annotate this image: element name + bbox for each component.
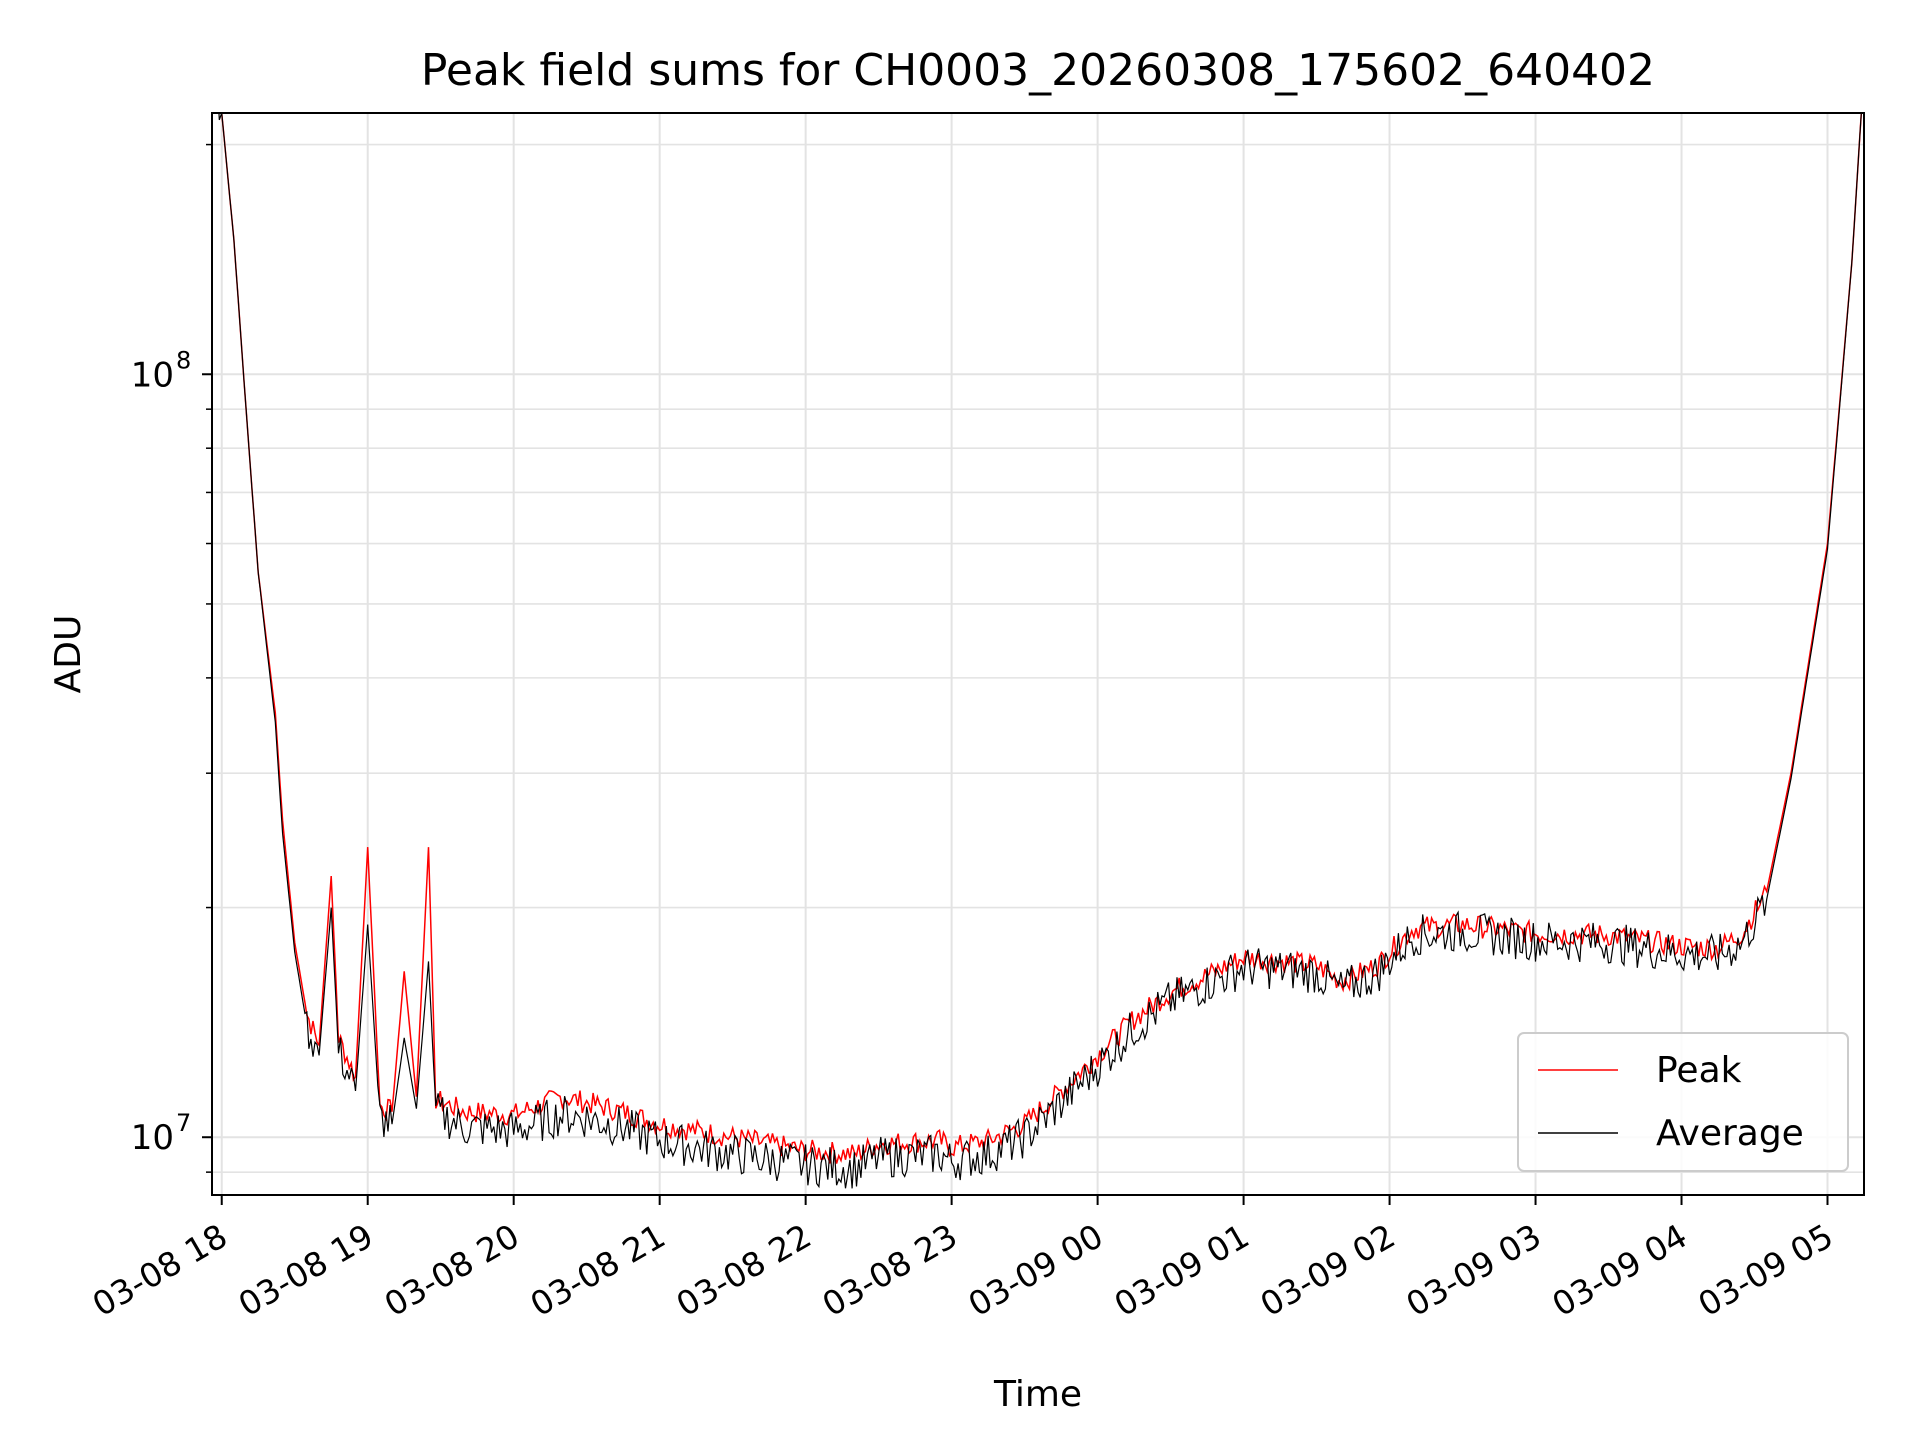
plot-frame: [211, 112, 1865, 1196]
y-tick-exponent: 8: [176, 346, 191, 374]
series-line-average: [218, 113, 1862, 1189]
y-tick-label: 10: [131, 1118, 174, 1158]
series-layer: [218, 113, 1863, 1189]
y-axis-label: ADU: [48, 615, 89, 694]
legend: Peak Average: [1517, 1032, 1849, 1172]
series-line-peak: [220, 113, 1863, 1164]
legend-label-peak: Peak: [1656, 1050, 1742, 1091]
x-axis-label: Time: [993, 1374, 1082, 1415]
legend-label-average: Average: [1656, 1113, 1804, 1154]
chart-title: Peak field sums for CH0003_20260308_1756…: [421, 45, 1655, 96]
legend-frame: [1517, 1032, 1849, 1172]
y-tick-label: 10: [131, 355, 174, 395]
y-tick-exponent: 7: [176, 1109, 191, 1137]
